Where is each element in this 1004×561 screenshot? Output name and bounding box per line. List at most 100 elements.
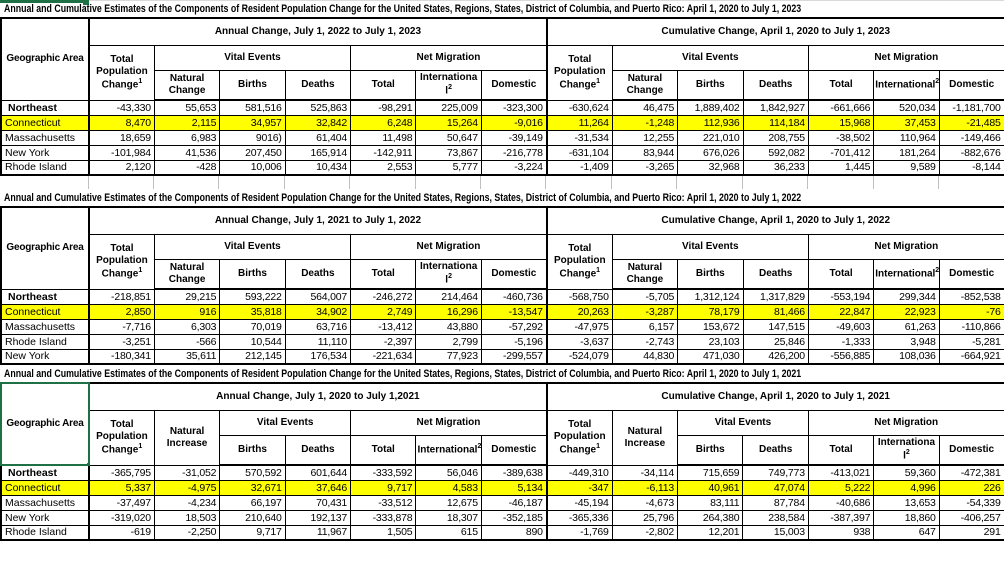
domestic-header[interactable]: Domestic [480,434,548,466]
data-cell[interactable]: -1,248 [611,114,679,131]
data-cell[interactable]: 10,434 [284,159,352,176]
data-cell[interactable]: 916 [153,303,221,320]
data-cell[interactable]: 153,672 [677,318,744,335]
data-cell[interactable]: 1,317,829 [742,288,809,305]
data-cell[interactable]: -3,251 [87,333,155,350]
data-cell[interactable]: 426,200 [742,348,809,365]
data-cell[interactable]: -2,250 [153,524,221,541]
data-cell[interactable]: 9,717 [350,479,417,496]
data-cell[interactable]: -630,624 [545,99,613,116]
data-cell[interactable]: -568,750 [545,288,613,305]
data-cell[interactable]: -5,196 [480,333,548,350]
table-title[interactable]: Annual and Cumulative Estimates of the C… [4,192,802,204]
data-cell[interactable]: 32,842 [284,114,352,131]
international-header[interactable]: International2 [873,69,940,101]
data-cell[interactable]: 749,773 [742,464,809,481]
data-cell[interactable]: -701,412 [807,144,875,161]
data-cell[interactable]: 11,498 [350,129,417,146]
data-cell[interactable]: 114,184 [742,114,809,131]
deaths-header[interactable]: Deaths [742,258,809,290]
data-cell[interactable]: 12,255 [611,129,679,146]
geographic-area-cell[interactable]: Massachusetts [0,494,90,511]
data-cell[interactable]: -566 [153,333,221,350]
data-cell[interactable]: -1,409 [545,159,613,176]
net-migration-group-header[interactable]: Net Migration [807,44,1004,71]
data-cell[interactable]: 2,120 [87,159,155,176]
data-cell[interactable]: 63,716 [284,318,352,335]
data-cell[interactable]: -1,769 [545,524,613,541]
data-cell[interactable]: -619 [87,524,155,541]
data-cell[interactable]: 12,675 [415,494,482,511]
data-cell[interactable]: 225,009 [415,99,482,116]
data-cell[interactable]: -3,224 [480,159,548,176]
data-cell[interactable]: -1,333 [807,333,875,350]
vital-events-group-header[interactable]: Vital Events [153,233,352,260]
geographic-area-header[interactable]: Geographic Area [0,206,90,290]
domestic-header[interactable]: Domestic [938,69,1004,101]
data-cell[interactable]: -54,339 [938,494,1004,511]
data-cell[interactable]: -556,885 [807,348,875,365]
data-cell[interactable]: -180,341 [87,348,155,365]
data-cell[interactable]: -34,114 [611,464,679,481]
total-population-change-header[interactable]: Total Population Change1 [87,233,155,290]
data-cell[interactable]: -882,676 [938,144,1004,161]
data-cell[interactable]: 83,944 [611,144,679,161]
data-cell[interactable]: 299,344 [873,288,940,305]
data-cell[interactable]: -47,975 [545,318,613,335]
net-migration-total-header[interactable]: Total [350,434,417,466]
net-migration-group-header[interactable]: Net Migration [350,409,548,436]
data-cell[interactable]: 264,380 [677,509,744,526]
data-cell[interactable]: -472,381 [938,464,1004,481]
geographic-area-cell[interactable]: New York [0,348,90,365]
data-cell[interactable]: -664,921 [938,348,1004,365]
data-cell[interactable]: -149,466 [938,129,1004,146]
data-cell[interactable]: 22,923 [873,303,940,320]
data-cell[interactable]: 13,653 [873,494,940,511]
data-cell[interactable]: -76 [938,303,1004,320]
data-cell[interactable]: 212,145 [219,348,286,365]
natural-change-header[interactable]: Natural Change [611,69,679,101]
net-migration-group-header[interactable]: Net Migration [350,44,548,71]
data-cell[interactable]: 1,505 [350,524,417,541]
data-cell[interactable]: 50,647 [415,129,482,146]
data-cell[interactable]: 22,847 [807,303,875,320]
data-cell[interactable]: -3,637 [545,333,613,350]
data-cell[interactable]: -460,736 [480,288,548,305]
data-cell[interactable]: 70,019 [219,318,286,335]
net-migration-total-header[interactable]: Total [350,69,417,101]
data-cell[interactable]: 44,830 [611,348,679,365]
data-cell[interactable]: 108,036 [873,348,940,365]
data-cell[interactable]: -553,194 [807,288,875,305]
data-cell[interactable]: -6,113 [611,479,679,496]
total-population-change-header[interactable]: Total Population Change1 [545,409,613,466]
births-header[interactable]: Births [219,434,286,466]
data-cell[interactable]: -13,412 [350,318,417,335]
data-cell[interactable]: -7,716 [87,318,155,335]
data-cell[interactable]: 1,445 [807,159,875,176]
data-cell[interactable]: -31,534 [545,129,613,146]
geographic-area-cell[interactable]: Northeast [0,464,90,481]
data-cell[interactable]: 34,957 [219,114,286,131]
data-cell[interactable]: 6,303 [153,318,221,335]
data-cell[interactable]: -5,705 [611,288,679,305]
data-cell[interactable]: 1,842,927 [742,99,809,116]
data-cell[interactable]: -352,185 [480,509,548,526]
data-cell[interactable]: -221,634 [350,348,417,365]
data-cell[interactable]: 43,880 [415,318,482,335]
data-cell[interactable]: 8,470 [87,114,155,131]
data-cell[interactable]: -299,557 [480,348,548,365]
data-cell[interactable]: -246,272 [350,288,417,305]
deaths-header[interactable]: Deaths [284,258,352,290]
births-header[interactable]: Births [677,258,744,290]
data-cell[interactable]: -2,397 [350,333,417,350]
data-cell[interactable]: 1,312,124 [677,288,744,305]
data-cell[interactable]: 5,337 [87,479,155,496]
data-cell[interactable]: 221,010 [677,129,744,146]
data-cell[interactable]: -4,234 [153,494,221,511]
table-title[interactable]: Annual and Cumulative Estimates of the C… [4,3,802,15]
data-cell[interactable]: 2,799 [415,333,482,350]
cumulative-change-group-header[interactable]: Cumulative Change, April 1, 2020 to July… [545,206,1004,235]
data-cell[interactable]: 32,968 [677,159,744,176]
